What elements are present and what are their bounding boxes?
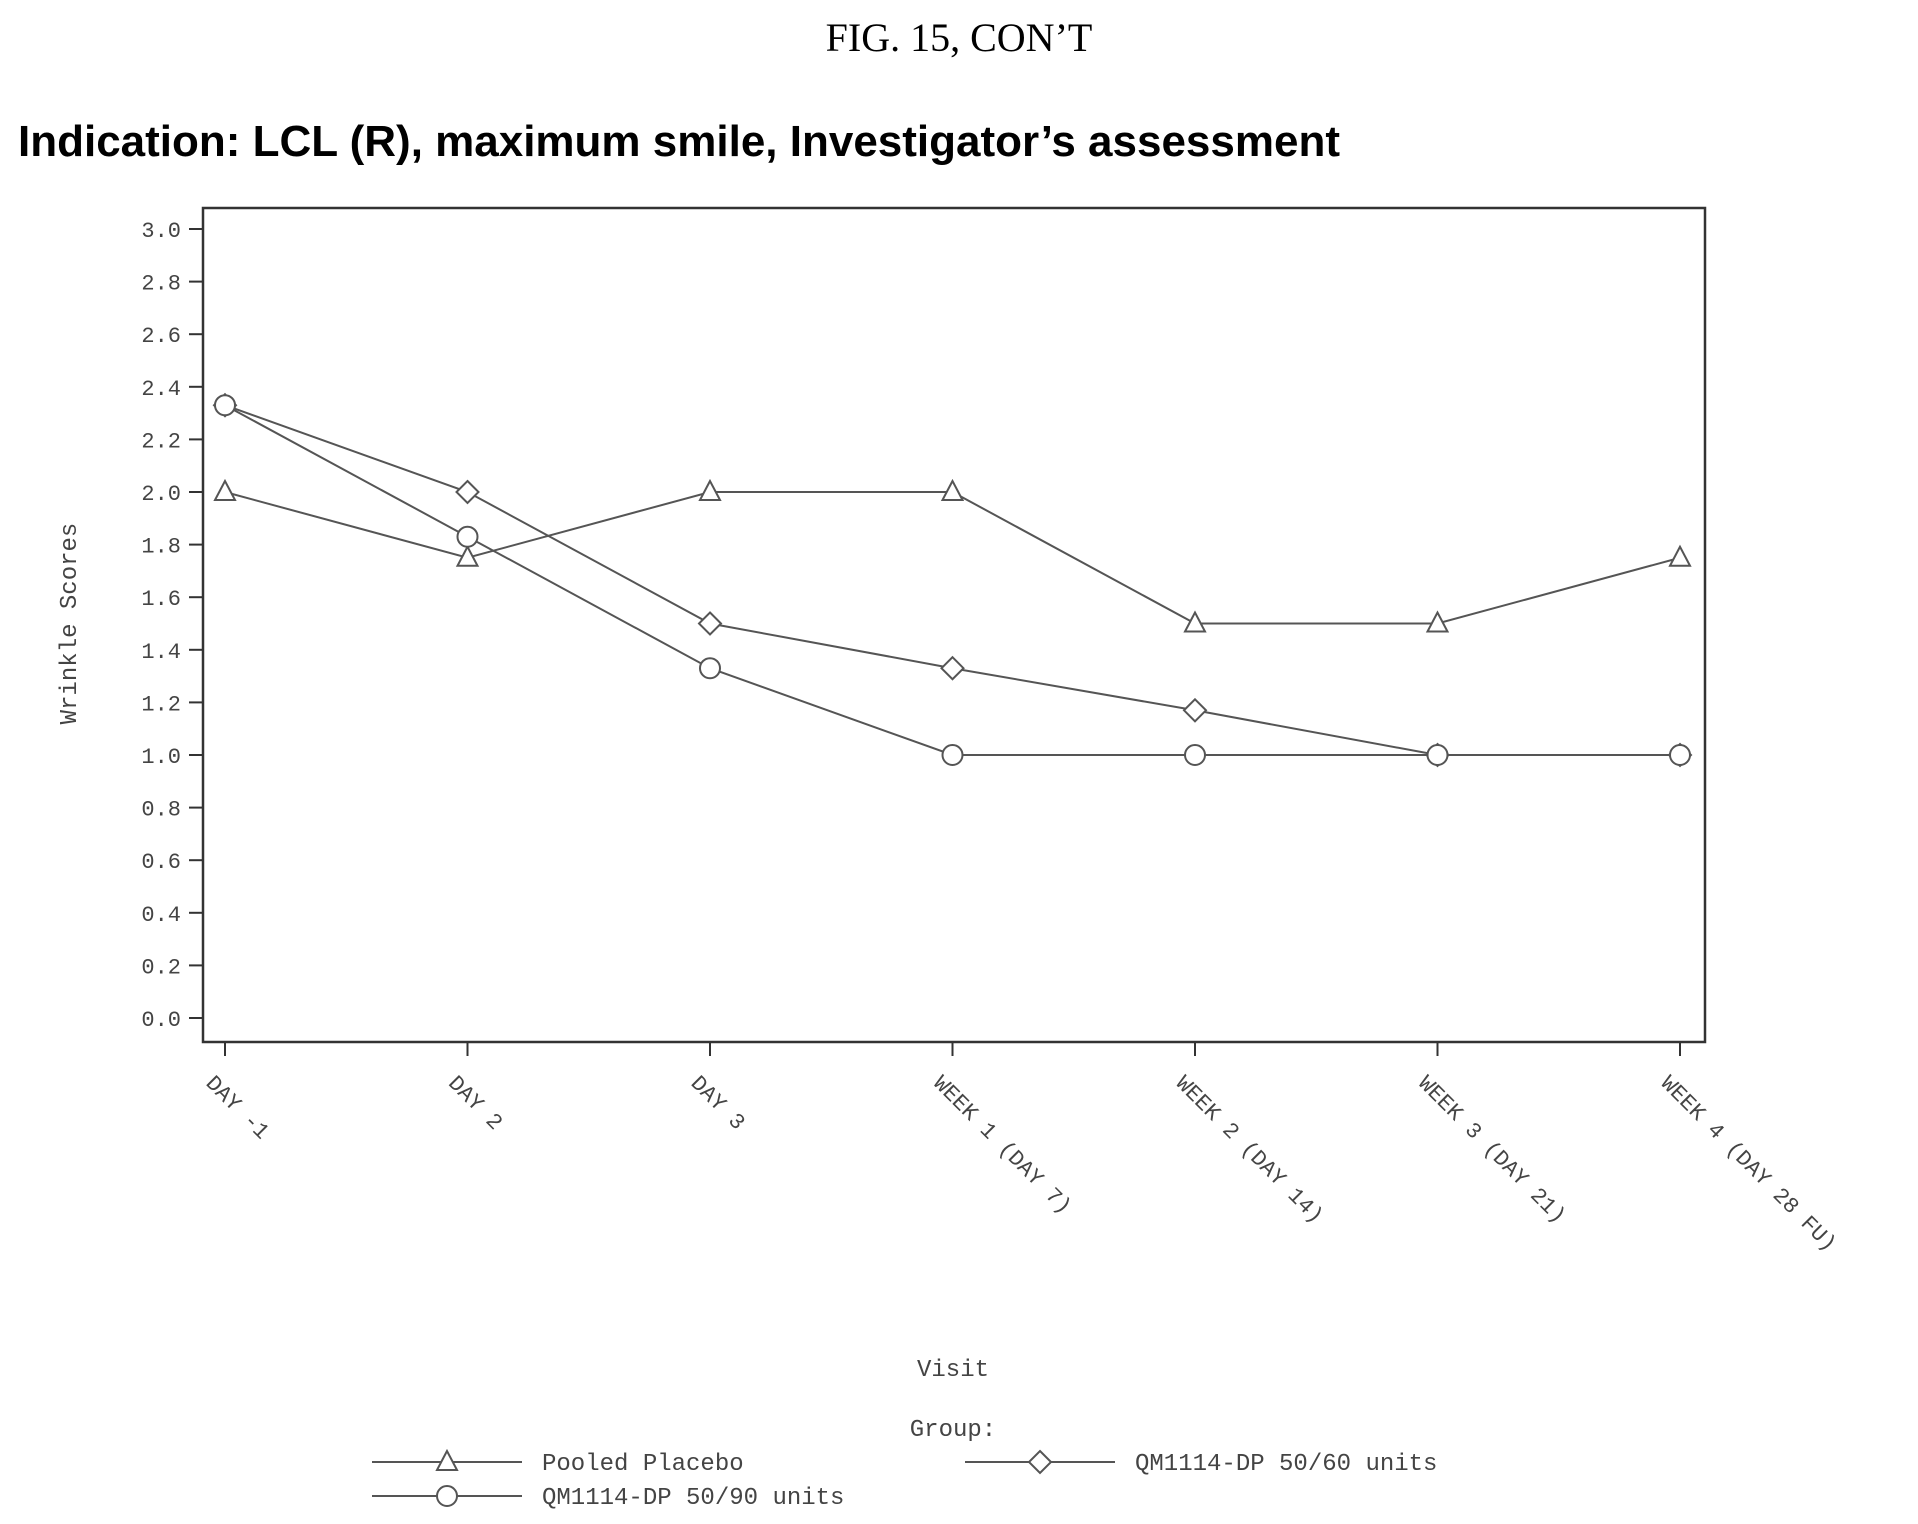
data-point-circle [699, 657, 721, 680]
legend-label: Pooled Placebo [542, 1451, 744, 1478]
y-tick-label: 1.4 [141, 640, 181, 665]
y-tick-label: 0.2 [141, 955, 181, 980]
y-tick-label: 1.6 [141, 587, 181, 612]
y-tick-label: 0.6 [141, 850, 181, 875]
series-line-circle [224, 404, 1680, 756]
data-point-diamond [697, 611, 723, 636]
y-axis-label: Wrinkle Scores [57, 523, 84, 725]
y-tick-label: 2.8 [141, 272, 181, 297]
data-point-circle [941, 744, 964, 766]
x-tick-label: WEEK 3 (DAY 21) [1413, 1071, 1571, 1229]
y-tick-label: 2.2 [141, 429, 181, 454]
y-tick-label: 0.4 [141, 903, 181, 928]
data-point-circle [1669, 744, 1691, 766]
x-tick-label: DAY -1 [200, 1071, 274, 1145]
x-tick-label: WEEK 4 (DAY 28 FU) [1655, 1071, 1841, 1257]
data-point-circle [1426, 744, 1449, 766]
x-tick-label: DAY 3 [685, 1071, 749, 1135]
data-point-triangle [1183, 610, 1207, 633]
data-point-triangle [213, 478, 237, 501]
legend-marker-diamond [1027, 1449, 1053, 1475]
series-line-diamond [224, 404, 1680, 756]
data-point-triangle [940, 478, 965, 501]
data-point-triangle [1425, 610, 1450, 633]
x-axis-label: Visit [917, 1357, 989, 1384]
data-point-triangle [698, 478, 722, 501]
y-tick-label: 1.2 [141, 692, 181, 717]
chart-title: Indication: LCL (R), maximum smile, Inve… [18, 117, 1340, 166]
plot-frame [201, 206, 1707, 1044]
y-tick-label: 0.0 [141, 1008, 181, 1033]
legend-label: QM1114-DP 50/90 units [542, 1485, 844, 1512]
y-tick-label: 1.8 [141, 535, 181, 560]
x-tick-label: DAY 2 [443, 1071, 507, 1135]
x-tick-label: WEEK 1 (DAY 7) [928, 1071, 1076, 1219]
data-point-circle [214, 394, 236, 417]
legend-label: QM1114-DP 50/60 units [1135, 1451, 1437, 1478]
y-tick-label: 3.0 [141, 219, 181, 244]
data-point-circle [456, 525, 479, 548]
legend-marker-circle [436, 1485, 458, 1507]
legend-marker-triangle [435, 1448, 459, 1471]
legend-title: Group: [910, 1417, 996, 1444]
figure-label: FIG. 15, CON’T [825, 15, 1093, 60]
data-point-circle [1184, 744, 1206, 766]
data-point-diamond [1182, 697, 1208, 723]
data-point-triangle [455, 544, 480, 567]
y-tick-label: 2.4 [141, 377, 181, 402]
y-tick-label: 2.0 [141, 482, 181, 507]
y-tick-label: 1.0 [141, 745, 181, 770]
x-tick-label: WEEK 2 (DAY 14) [1170, 1071, 1328, 1229]
data-point-diamond [455, 479, 480, 505]
data-point-diamond [940, 655, 965, 681]
series-line-triangle [224, 491, 1681, 625]
y-tick-label: 2.6 [141, 324, 181, 349]
data-point-triangle [1668, 544, 1692, 567]
y-tick-label: 0.8 [141, 798, 181, 823]
